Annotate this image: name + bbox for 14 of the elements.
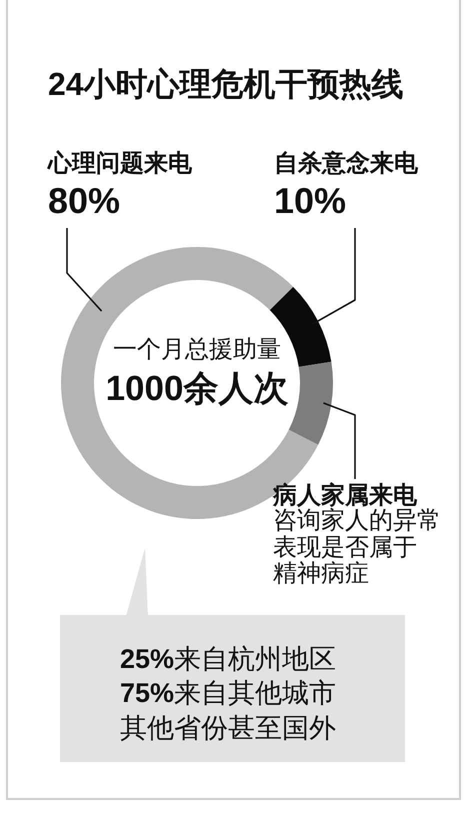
annotation: 75%来自其他城市 <box>120 678 336 708</box>
annotation: 一个月总援助量 <box>113 336 281 363</box>
annotation: 25%来自杭州地区 <box>120 644 336 674</box>
category-label: 病人家属来电 <box>273 482 417 509</box>
title: 24小时心理危机干预热线 <box>48 66 404 102</box>
annotation: 其他省份甚至国外 <box>120 713 336 743</box>
annotation: 1000余人次 <box>106 369 288 408</box>
category-label: 心理问题来电 <box>48 150 192 177</box>
category-label: 自杀意念来电 <box>274 150 418 177</box>
value-label: 80% <box>48 180 120 221</box>
value-label: 10% <box>274 180 346 221</box>
annotation: 精神病症 <box>273 560 369 587</box>
annotation: 表现是否属于 <box>273 534 417 561</box>
annotation: 咨询家人的异常 <box>273 507 441 534</box>
